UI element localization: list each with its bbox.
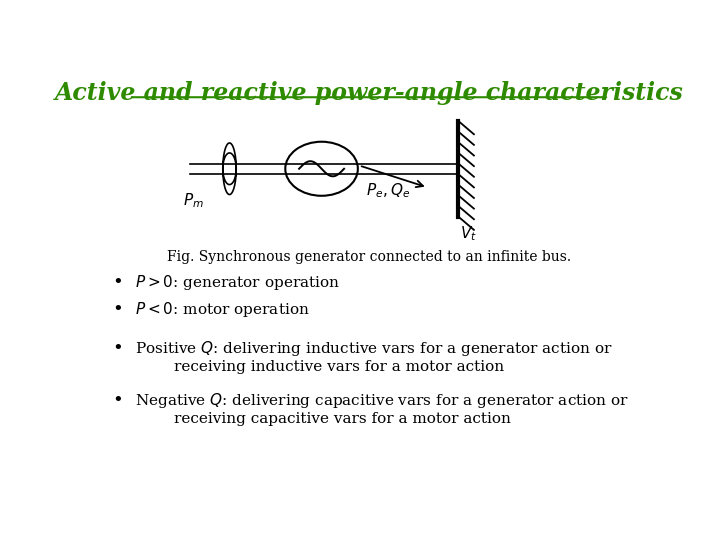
Text: •: • — [112, 339, 123, 357]
Text: $P$$>$$0$: generator operation: $P$$>$$0$: generator operation — [135, 273, 340, 292]
Text: •: • — [112, 391, 123, 409]
Text: Fig. Synchronous generator connected to an infinite bus.: Fig. Synchronous generator connected to … — [167, 250, 571, 264]
Text: $P_e, Q_e$: $P_e, Q_e$ — [366, 181, 410, 200]
Text: Positive $Q$: delivering inductive vars for a generator action or
        receiv: Positive $Q$: delivering inductive vars … — [135, 339, 613, 374]
Text: Negative $Q$: delivering capacitive vars for a generator action or
        recei: Negative $Q$: delivering capacitive vars… — [135, 391, 629, 427]
Text: •: • — [112, 273, 123, 291]
Text: $V_t$: $V_t$ — [460, 224, 477, 243]
Text: •: • — [112, 300, 123, 318]
Text: Active and reactive power-angle characteristics: Active and reactive power-angle characte… — [55, 82, 683, 105]
Text: $P$$<$$0$: motor operation: $P$$<$$0$: motor operation — [135, 300, 310, 319]
Text: $P_m$: $P_m$ — [183, 192, 204, 210]
